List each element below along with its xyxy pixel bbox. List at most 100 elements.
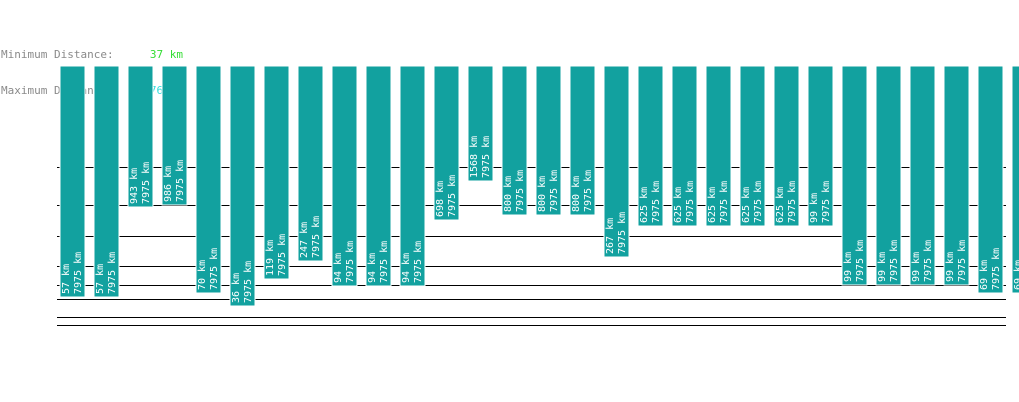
bar-label: 7975 km xyxy=(243,261,254,303)
bar xyxy=(671,65,698,227)
bar-label: 99 km xyxy=(911,252,922,282)
bar xyxy=(603,65,630,258)
bar-group: 1568 km 7975 km xyxy=(467,65,494,182)
bar xyxy=(773,65,800,227)
bar-label: 7975 km xyxy=(413,241,424,283)
bar-group: 625 km 7975 km xyxy=(671,65,698,227)
bar xyxy=(263,65,290,280)
bar-group: 800 km 7975 km xyxy=(569,65,596,216)
bar xyxy=(229,65,256,307)
bar-label: 625 km xyxy=(741,187,752,223)
bar-group: 247 km 7975 km xyxy=(297,65,324,262)
bar-label: 94 km xyxy=(401,253,412,283)
bar-group: 99 km 7975 km xyxy=(909,65,936,286)
bar xyxy=(977,65,1004,294)
bar-group: 267 km 7975 km xyxy=(603,65,630,258)
bar-label: 99 km xyxy=(809,193,820,223)
bar-label: 7975 km xyxy=(787,181,798,223)
bar-label: 7975 km xyxy=(719,181,730,223)
bar-group: 625 km 7975 km xyxy=(739,65,766,227)
bar-label: 800 km xyxy=(503,176,514,212)
bar-group: 94 km 7975 km xyxy=(399,65,426,287)
bar-group: 986 km 7975 km xyxy=(161,65,188,206)
bar xyxy=(195,65,222,294)
bar-label: 7975 km xyxy=(515,170,526,212)
bar xyxy=(93,65,120,298)
bar-label: 7975 km xyxy=(345,241,356,283)
bar-label: 7975 km xyxy=(617,212,628,254)
bar-label: 7975 km xyxy=(379,241,390,283)
bar-label: 99 km xyxy=(877,252,888,282)
bar xyxy=(161,65,188,206)
bar xyxy=(467,65,494,182)
bar-label: 7975 km xyxy=(923,240,934,282)
bar xyxy=(569,65,596,216)
bar-label: 69 km xyxy=(1013,260,1019,290)
bar-label: 698 km xyxy=(435,181,446,217)
bar-group: 800 km 7975 km xyxy=(535,65,562,216)
bar-group: 119 km 7975 km xyxy=(263,65,290,280)
bar-label: 69 km xyxy=(979,260,990,290)
bar-label: 7975 km xyxy=(481,136,492,178)
bar-label: 943 km xyxy=(129,168,140,204)
bar xyxy=(807,65,834,227)
bar xyxy=(705,65,732,227)
bar-label: 94 km xyxy=(367,253,378,283)
bar-group: 943 km 7975 km xyxy=(127,65,154,208)
bar xyxy=(127,65,154,208)
bar-group: 99 km 7975 km xyxy=(841,65,868,286)
bar-group: 800 km 7975 km xyxy=(501,65,528,216)
bar-group: 36 km 7975 km xyxy=(229,65,256,307)
bar-group: 57 km 7975 km xyxy=(59,65,86,298)
bar xyxy=(637,65,664,227)
bar xyxy=(875,65,902,286)
bar-label: 57 km xyxy=(61,264,72,294)
bar-group: 625 km 7975 km xyxy=(773,65,800,227)
bar xyxy=(841,65,868,286)
bar-label: 7975 km xyxy=(311,216,322,258)
bar-label: 99 km xyxy=(843,252,854,282)
min-distance-label: Minimum Distance: xyxy=(1,48,114,61)
bar xyxy=(501,65,528,216)
bar-label: 625 km xyxy=(707,187,718,223)
bar xyxy=(909,65,936,286)
bar-label: 247 km xyxy=(299,222,310,258)
bar-group: 698 km 7975 km xyxy=(433,65,460,221)
bar-group: 625 km 7975 km xyxy=(637,65,664,227)
bar-label: 7975 km xyxy=(957,240,968,282)
bar-label: 7975 km xyxy=(889,240,900,282)
bar-label: 7975 km xyxy=(855,240,866,282)
bar-label: 7975 km xyxy=(175,160,186,202)
bar-label: 625 km xyxy=(639,187,650,223)
bar-label: 7975 km xyxy=(141,162,152,204)
bar-label: 7975 km xyxy=(447,175,458,217)
bar-label: 7975 km xyxy=(277,234,288,276)
bar-label: 99 km xyxy=(945,252,956,282)
bar-label: 7975 km xyxy=(685,181,696,223)
bar-group: 99 km 7975 km xyxy=(875,65,902,286)
bar-label: 7975 km xyxy=(651,181,662,223)
bar-label: 119 km xyxy=(265,240,276,276)
bar-group: 625 km 7975 km xyxy=(705,65,732,227)
bar-group: 57 km 7975 km xyxy=(93,65,120,298)
bar-label: 800 km xyxy=(537,176,548,212)
bar-label: 7975 km xyxy=(209,248,220,290)
bar-label: 36 km xyxy=(231,273,242,303)
bar-label: 7975 km xyxy=(821,181,832,223)
bar xyxy=(331,65,358,287)
bar-label: 70 km xyxy=(197,260,208,290)
bar xyxy=(535,65,562,216)
bar-label: 7975 km xyxy=(583,170,594,212)
bar-label: 7975 km xyxy=(73,252,84,294)
bar xyxy=(297,65,324,262)
bar-group: 94 km 7975 km xyxy=(365,65,392,287)
bar xyxy=(433,65,460,221)
bar-label: 7975 km xyxy=(107,252,118,294)
bar xyxy=(943,65,970,286)
bar-label: 7975 km xyxy=(753,181,764,223)
bar-group: 94 km 7975 km xyxy=(331,65,358,287)
bar-label: 7975 km xyxy=(991,248,1002,290)
